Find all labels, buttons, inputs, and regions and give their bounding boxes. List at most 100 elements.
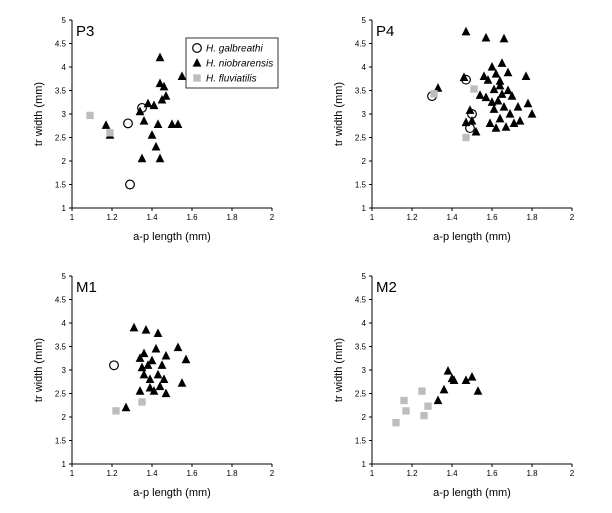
data-point-triangle <box>155 52 165 62</box>
data-point-triangle <box>139 116 149 125</box>
legend-label: H. galbreathi <box>206 44 263 55</box>
data-point-triangle <box>503 85 513 95</box>
x-tick-label: 1.4 <box>446 469 458 478</box>
x-tick-label: 1 <box>70 469 75 478</box>
y-tick-label: 4 <box>362 319 367 328</box>
y-tick-label: 2.5 <box>355 390 367 399</box>
data-point-triangle <box>503 67 513 77</box>
x-tick-label: 1.8 <box>226 213 238 222</box>
data-point-triangle <box>523 98 533 108</box>
data-point-triangle <box>497 89 507 98</box>
data-point-square <box>400 396 408 405</box>
data-point-triangle <box>135 386 145 395</box>
data-point-triangle <box>155 153 165 163</box>
data-point-triangle <box>157 360 167 369</box>
data-point-triangle <box>161 91 171 100</box>
data-point-triangle <box>141 325 151 334</box>
data-point-triangle <box>161 350 171 360</box>
y-tick-label: 4.5 <box>55 40 67 49</box>
data-point-triangle <box>177 378 187 387</box>
x-tick-label: 1 <box>70 213 75 222</box>
data-point-triangle <box>433 83 443 92</box>
y-tick-label: 3 <box>362 110 367 119</box>
x-tick-label: 1.4 <box>146 213 158 222</box>
data-point-triangle <box>143 98 153 108</box>
data-point-triangle <box>497 58 507 67</box>
x-tick-label: 1.4 <box>446 213 458 222</box>
x-axis-label: a-p length (mm) <box>433 487 511 499</box>
data-point-triangle <box>161 388 171 398</box>
data-point-triangle <box>449 375 459 384</box>
data-point-triangle <box>159 81 169 91</box>
data-point-square <box>418 387 426 395</box>
data-point-triangle <box>153 119 163 128</box>
data-point-triangle <box>143 360 153 369</box>
data-point-triangle <box>149 386 159 395</box>
y-tick-label: 2.5 <box>55 390 67 399</box>
data-point-square <box>420 411 428 420</box>
data-point-triangle <box>495 76 505 85</box>
data-point-triangle <box>173 342 183 352</box>
data-point-square <box>402 407 410 415</box>
data-point-triangle <box>135 106 145 116</box>
x-tick-label: 1.6 <box>486 213 498 222</box>
data-point-triangle <box>101 120 111 129</box>
y-tick-label: 4.5 <box>355 296 367 305</box>
y-tick-label: 3 <box>62 366 67 375</box>
data-point-triangle <box>485 118 495 128</box>
data-point-triangle <box>495 80 505 90</box>
data-point-triangle <box>147 130 157 139</box>
x-tick-label: 1 <box>370 469 375 478</box>
data-point-triangle <box>499 101 509 111</box>
y-tick-label: 4 <box>62 319 67 328</box>
y-tick-label: 1 <box>62 204 67 213</box>
data-point-triangle <box>135 353 145 362</box>
data-point-triangle <box>501 122 511 131</box>
data-point-triangle <box>479 71 489 81</box>
x-tick-label: 1.8 <box>526 469 538 478</box>
data-point-triangle <box>149 100 159 110</box>
panel-p4: 1 1.2 1.4 1.6 1.8 2 1 1.5 2 2.5 3 3.5 4 4.5 5 a-p lengt… <box>333 16 575 243</box>
data-point-triangle <box>139 348 149 358</box>
legend: H. galbreathi H. niobrarensis H. fluviatil… <box>185 37 279 89</box>
data-point-triangle <box>495 113 505 123</box>
data-point-triangle <box>129 322 139 332</box>
data-point-triangle <box>489 84 499 94</box>
data-point-circle <box>109 360 119 371</box>
panel-label: P4 <box>376 23 394 40</box>
data-point-triangle <box>461 26 471 36</box>
data-point-triangle <box>491 69 501 78</box>
y-axis-label: tr width (mm) <box>33 338 45 402</box>
y-tick-label: 2.5 <box>355 134 367 143</box>
x-axis-label: a-p length (mm) <box>133 231 211 243</box>
x-tick-label: 2 <box>270 469 275 478</box>
data-point-triangle <box>147 355 157 365</box>
data-point-triangle <box>493 95 503 105</box>
x-tick-label: 1.2 <box>106 213 118 222</box>
y-tick-label: 3.5 <box>55 343 67 352</box>
data-point-triangle <box>121 402 131 412</box>
data-point-triangle <box>527 109 537 118</box>
legend-marker-circle <box>192 43 202 53</box>
data-point-triangle <box>505 109 515 118</box>
panel-label: M2 <box>376 279 397 296</box>
y-tick-label: 3.5 <box>355 343 367 352</box>
data-point-triangle <box>489 104 499 113</box>
y-tick-label: 3.5 <box>55 87 67 96</box>
data-point-triangle <box>439 384 449 394</box>
data-point-square <box>470 85 478 93</box>
y-tick-label: 4.5 <box>55 296 67 305</box>
legend-label: H. fluviatilis <box>206 74 257 85</box>
data-point-triangle <box>513 101 523 111</box>
y-tick-label: 1 <box>362 204 367 213</box>
y-tick-label: 1.5 <box>55 437 67 446</box>
data-point-square <box>462 133 470 142</box>
x-tick-label: 1.8 <box>226 469 238 478</box>
data-point-triangle <box>145 382 155 392</box>
legend-marker-triangle <box>192 58 202 67</box>
data-point-triangle <box>483 75 493 84</box>
data-point-square <box>430 90 438 98</box>
y-tick-label: 3.5 <box>355 87 367 96</box>
data-point-triangle <box>467 116 477 125</box>
